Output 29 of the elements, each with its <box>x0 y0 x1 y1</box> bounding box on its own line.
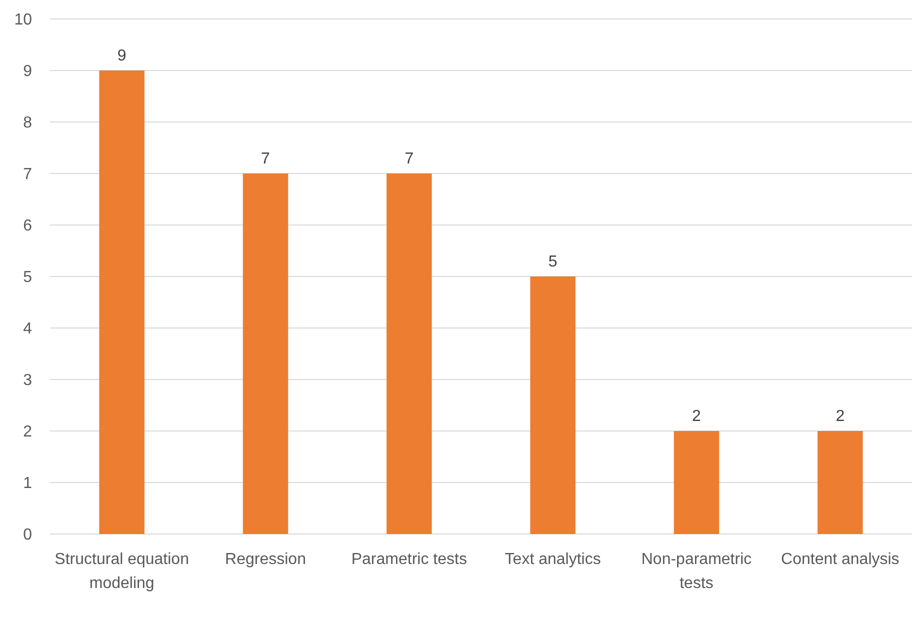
y-tick-label: 4 <box>23 320 32 338</box>
bar <box>386 174 432 534</box>
y-tick-label: 8 <box>23 114 32 132</box>
y-tick-label: 6 <box>23 218 32 235</box>
x-tick-label: Content analysis <box>781 551 900 568</box>
y-tick-label: 10 <box>14 12 32 29</box>
data-label: 9 <box>117 48 126 64</box>
x-tick-label: Structural equation modeling <box>54 551 189 592</box>
bar <box>530 276 576 534</box>
bar <box>674 431 720 534</box>
data-label: 7 <box>404 150 414 168</box>
bar <box>818 431 863 534</box>
x-tick-label: Parametric tests <box>351 551 467 568</box>
data-label: 2 <box>836 408 845 425</box>
data-label: 2 <box>692 408 702 425</box>
bar <box>99 70 144 534</box>
y-tick-label: 5 <box>23 269 32 286</box>
data-label: 5 <box>548 254 558 270</box>
y-tick-label: 9 <box>23 63 32 80</box>
y-tick-label: 1 <box>23 475 32 492</box>
x-tick-label: Regression <box>225 551 306 568</box>
x-tick-label: Non-parametric tests <box>641 551 752 592</box>
data-label: 7 <box>261 150 270 168</box>
y-tick-label: 7 <box>23 166 32 184</box>
y-tick-label: 0 <box>23 526 32 544</box>
bar <box>242 174 288 534</box>
x-tick-label: Text analytics <box>504 551 601 568</box>
y-tick-label: 3 <box>23 372 32 390</box>
y-tick-label: 2 <box>23 424 32 441</box>
